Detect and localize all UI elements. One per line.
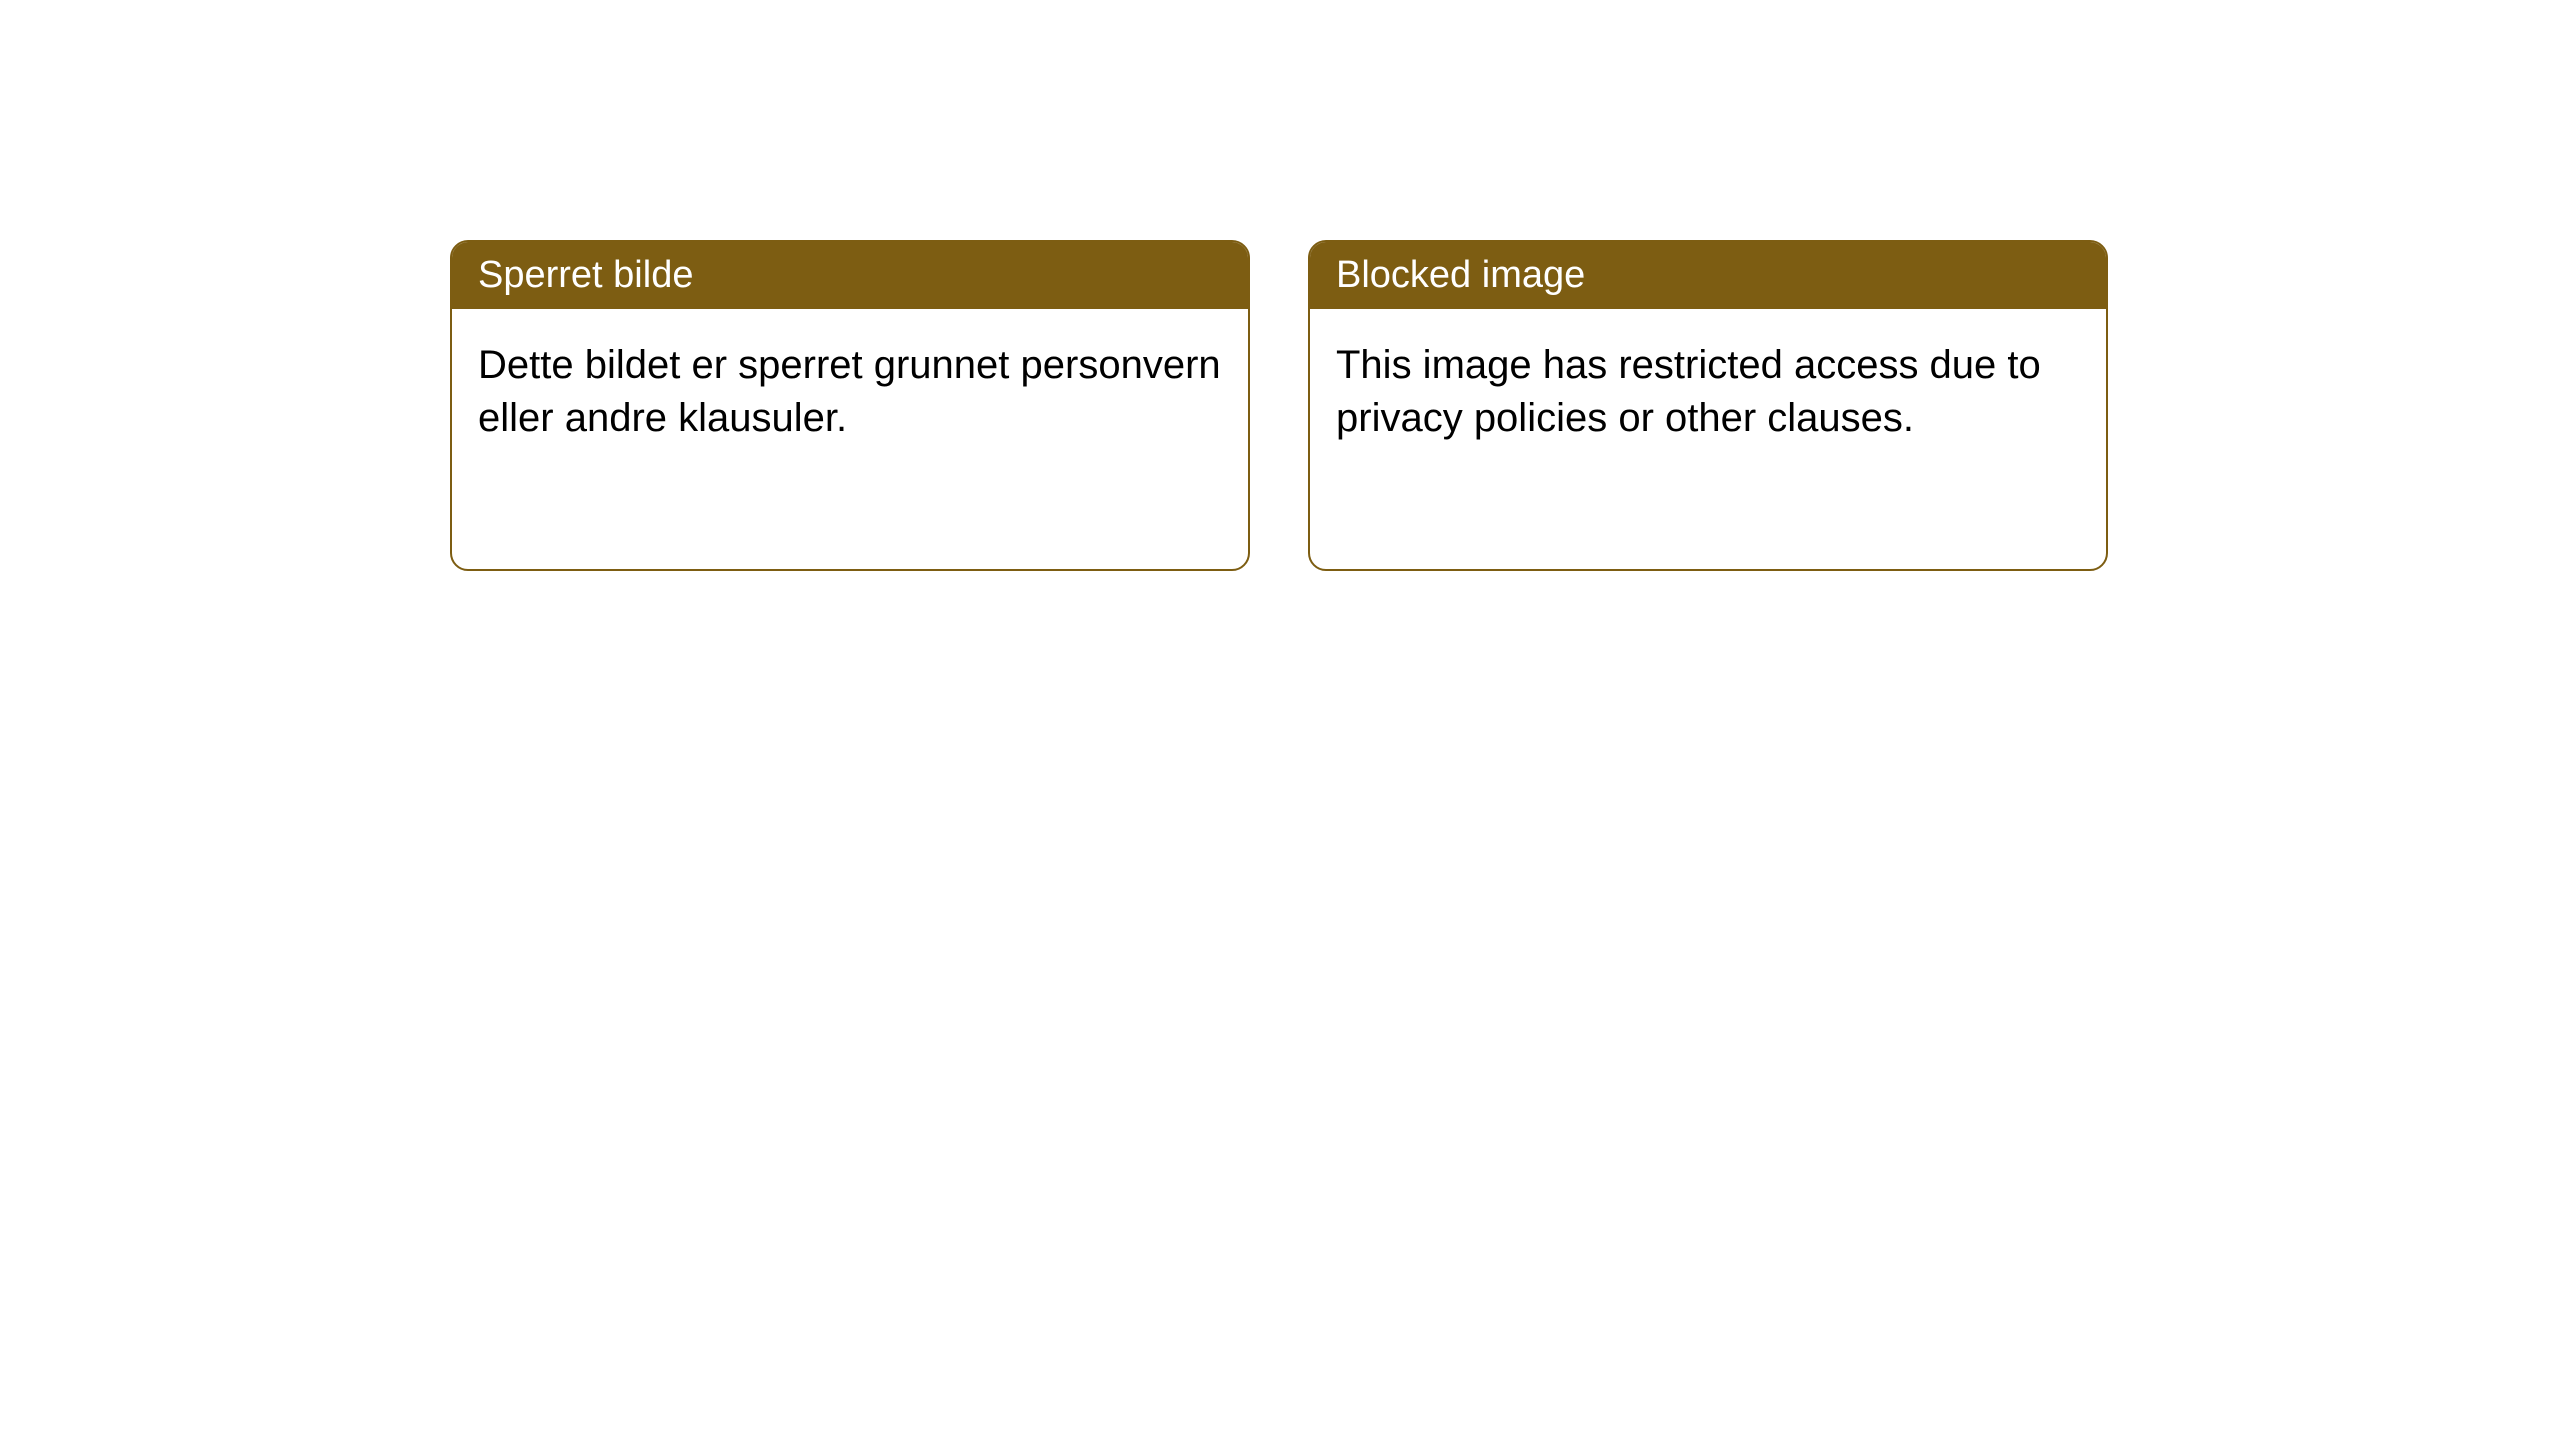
notice-box-norwegian: Sperret bilde Dette bildet er sperret gr… [450,240,1250,571]
notice-header: Sperret bilde [452,242,1248,309]
notice-text: This image has restricted access due to … [1336,343,2041,440]
notice-container: Sperret bilde Dette bildet er sperret gr… [450,240,2108,571]
notice-box-english: Blocked image This image has restricted … [1308,240,2108,571]
notice-body: Dette bildet er sperret grunnet personve… [452,309,1248,569]
notice-title: Sperret bilde [478,254,693,296]
notice-text: Dette bildet er sperret grunnet personve… [478,343,1221,440]
notice-title: Blocked image [1336,254,1585,296]
notice-header: Blocked image [1310,242,2106,309]
notice-body: This image has restricted access due to … [1310,309,2106,569]
